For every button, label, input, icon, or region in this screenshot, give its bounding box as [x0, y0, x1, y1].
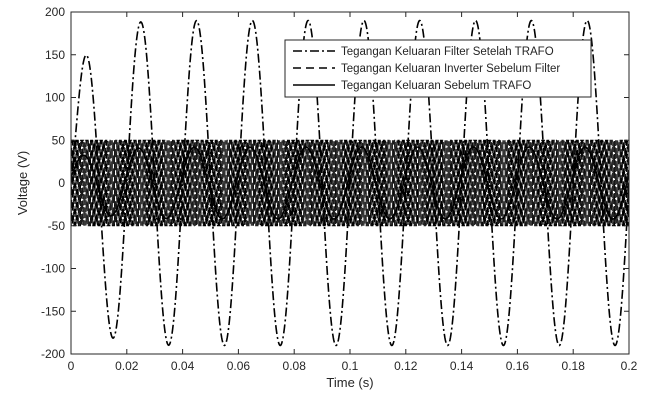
x-tick-label: 0.2 [621, 359, 638, 373]
x-axis-label: Time (s) [326, 375, 373, 390]
x-tick-label: 0.06 [227, 359, 251, 373]
y-tick-label: -200 [41, 347, 65, 361]
x-tick-label: 0.04 [171, 359, 195, 373]
y-tick-label: 100 [45, 91, 65, 105]
y-tick-label: 200 [45, 5, 65, 19]
ticks-layer [70, 11, 630, 355]
legend-entry: Tegangan Keluaran Sebelum TRAFO [341, 80, 531, 92]
x-tick-label: 0.18 [562, 359, 586, 373]
legend-entry: Tegangan Keluaran Filter Setelah TRAFO [341, 46, 554, 58]
y-tick-labels: -200 -150 -100 -50 0 50 100 150 200 [41, 5, 65, 361]
y-axis-label: Voltage (V) [15, 151, 30, 215]
series-line-2 [71, 139, 629, 227]
y-tick-label: 150 [45, 48, 65, 62]
y-tick-label: -100 [41, 262, 65, 276]
y-tick-label: 0 [58, 176, 65, 190]
x-tick-label: 0.16 [506, 359, 530, 373]
x-tick-label: 0.14 [450, 359, 474, 373]
x-tick-label: 0.08 [283, 359, 307, 373]
x-tick-label: 0.02 [115, 359, 139, 373]
legend-box [284, 39, 592, 98]
series-line-3 [71, 146, 629, 220]
legend-entry: Tegangan Keluaran Inverter Sebelum Filte… [341, 63, 560, 75]
x-tick-label: 0 [68, 359, 75, 373]
y-tick-label: -50 [48, 219, 66, 233]
x-tick-label: 0.12 [394, 359, 418, 373]
y-tick-label: -150 [41, 304, 65, 318]
y-tick-label: 50 [52, 133, 66, 147]
x-tick-label: 0.1 [342, 359, 359, 373]
legend: Tegangan Keluaran Filter Setelah TRAFO Te… [284, 39, 592, 98]
x-tick-labels: 0 0.02 0.04 0.06 0.08 0.1 0.12 0.14 0.16 0.18 0.2 [68, 359, 638, 373]
